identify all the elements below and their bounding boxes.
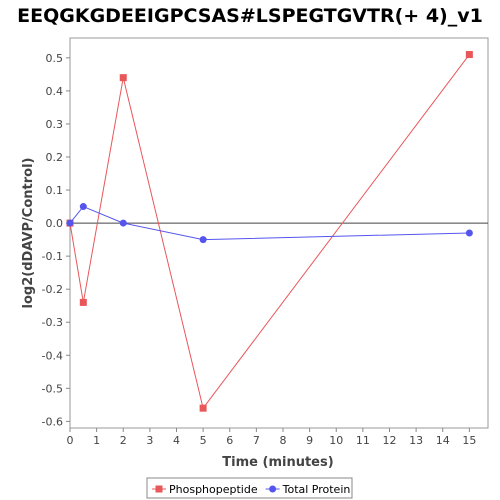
phosphopeptide-point (79, 298, 87, 306)
x-tick-label: 14 (436, 434, 450, 447)
x-tick-label: 7 (253, 434, 260, 447)
legend-total-protein-label: Total Protein (282, 483, 351, 496)
chart-title: EEQGKGDEEIGPCSAS#LSPEGTGVTR(+ 4)_v1 (17, 5, 483, 27)
x-tick-label: 12 (382, 434, 396, 447)
phosphopeptide-point (119, 74, 127, 82)
x-tick-label: 8 (279, 434, 286, 447)
x-tick-label: 10 (329, 434, 343, 447)
y-tick-label: -0.3 (42, 316, 63, 329)
legend-phosphopeptide-marker (155, 485, 163, 493)
y-tick-label: -0.6 (42, 415, 63, 428)
x-axis-label: Time (minutes) (222, 455, 333, 470)
legend-items: Phosphopeptide Total Protein (152, 483, 350, 496)
x-tick-label: 4 (173, 434, 180, 447)
total-protein-point (66, 219, 74, 227)
y-tick-label: 0.0 (46, 217, 64, 230)
x-tick-label: 9 (306, 434, 313, 447)
y-tick-label: -0.5 (42, 382, 63, 395)
phosphopeptide-point (199, 404, 207, 412)
y-tick-label: 0.3 (46, 118, 64, 131)
y-tick-label: -0.4 (42, 349, 63, 362)
y-tick-label: -0.2 (42, 283, 63, 296)
x-tick-label: 6 (226, 434, 233, 447)
x-tick-label: 3 (146, 434, 153, 447)
phosphopeptide-point (465, 51, 473, 59)
legend (146, 477, 353, 499)
y-tick-label: -0.1 (42, 250, 63, 263)
series-layer (66, 51, 473, 412)
x-tick-label: 2 (120, 434, 127, 447)
x-tick-label: 1 (93, 434, 100, 447)
y-tick-label: 0.5 (46, 52, 64, 65)
legend-total-protein-marker (269, 485, 277, 493)
legend-phosphopeptide-label: Phosphopeptide (169, 483, 258, 496)
y-axis: -0.6 -0.5 -0.4 -0.3 -0.2 -0.1 0.0 0.1 0.2 0.3 0.4 0… (42, 52, 70, 428)
y-axis-label: log2(dDAVP/Control) (21, 158, 36, 309)
y-tick-label: 0.1 (46, 184, 64, 197)
x-tick-label: 15 (462, 434, 476, 447)
total-protein-point (119, 219, 127, 227)
total-protein-point (199, 236, 207, 244)
x-tick-label: 5 (200, 434, 207, 447)
x-axis: 0 1 2 3 4 5 6 7 8 9 10 11 12 13 14 15 (67, 428, 476, 447)
plot-area (69, 37, 489, 429)
x-tick-label: 0 (67, 434, 74, 447)
y-tick-label: 0.2 (46, 151, 64, 164)
x-tick-label: 13 (409, 434, 423, 447)
x-tick-label: 11 (356, 434, 370, 447)
y-tick-label: 0.4 (46, 85, 64, 98)
total-protein-point (465, 229, 473, 237)
total-protein-point (79, 203, 87, 211)
